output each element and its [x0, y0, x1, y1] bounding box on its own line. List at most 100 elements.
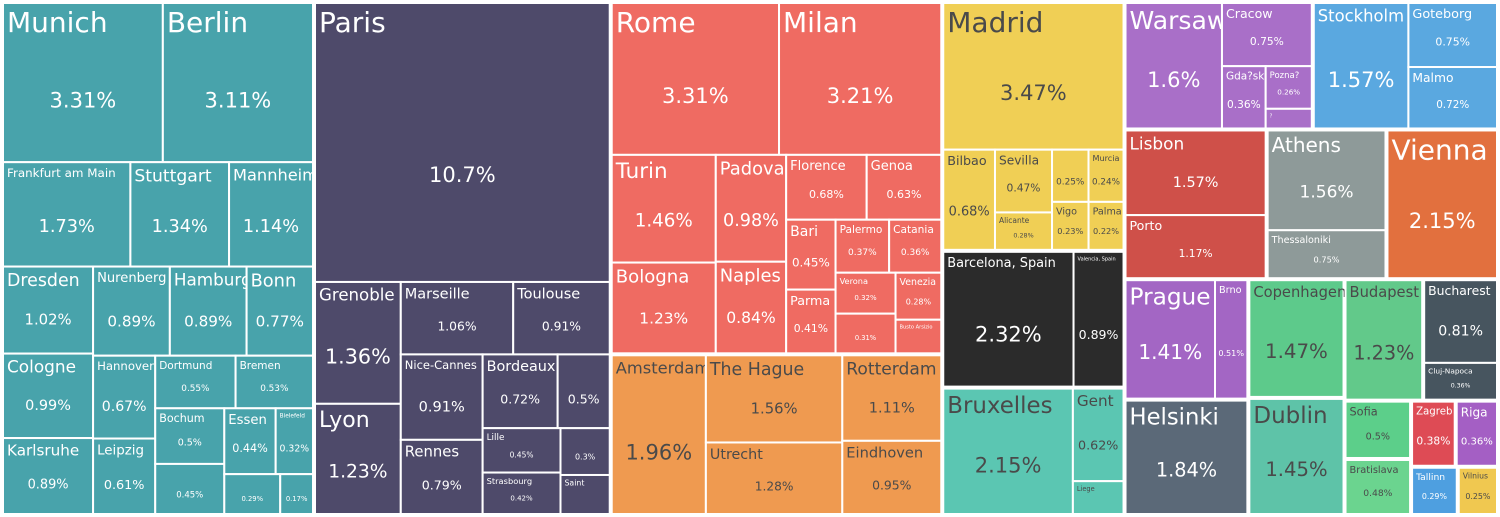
tile-value: 0.3%	[575, 453, 596, 462]
tile	[1220, 65, 1267, 130]
tile-label: Saint	[564, 479, 584, 488]
tile-label: Warsaw	[1130, 6, 1228, 35]
tile-value: 0.67%	[102, 399, 147, 415]
tile-value: 0.53%	[260, 384, 288, 394]
tile-value: 0.45%	[510, 451, 534, 460]
tile-value: 0.84%	[726, 309, 776, 327]
tile	[834, 312, 897, 355]
country-group: Helsinki 1.84%	[1124, 399, 1249, 516]
tile	[223, 473, 282, 515]
tile-value: 0.22%	[1093, 226, 1119, 236]
tile	[314, 280, 402, 405]
tile-label: Malmo	[1412, 71, 1453, 85]
tile-value: 0.5%	[568, 392, 600, 407]
tile-label: Barcelona, Spain	[947, 256, 1056, 271]
country-group: Sofia 0.5%	[1344, 400, 1412, 459]
country-group: Rome 3.31% Milan 3.21% Turin 1.46% Bologna 1.23…	[610, 2, 943, 355]
tile-label: Cluj-Napoca	[1428, 366, 1472, 375]
tile-label: Brno	[1219, 285, 1242, 296]
tile	[942, 387, 1074, 516]
tile	[223, 407, 277, 476]
tile	[865, 153, 943, 221]
tile	[2, 437, 95, 515]
tile	[1344, 279, 1424, 401]
tile-label: Helsinki	[1130, 405, 1219, 431]
tile-value: 0.99%	[25, 398, 71, 414]
tile-value: 0.72%	[500, 392, 540, 407]
tile	[1266, 229, 1387, 280]
tile	[1407, 2, 1498, 69]
tile	[154, 407, 226, 465]
tile	[2, 2, 164, 164]
tile-value: 3.31%	[50, 89, 117, 113]
tile-value: 1.41%	[1138, 340, 1202, 364]
tile-value: 0.32%	[854, 294, 877, 302]
tile-label: Naples	[720, 265, 781, 286]
country-group: Munich 3.31% Berlin 3.11% Frankfurt am Main 1…	[2, 2, 318, 516]
tile-label: Nice-Cannes	[405, 358, 477, 372]
tile-label: Riga	[1461, 405, 1488, 419]
tile	[168, 265, 248, 357]
tile-label: Gda?sk	[1226, 70, 1265, 82]
tile-label: Goteborg	[1412, 7, 1472, 22]
tile-label: Parma	[790, 293, 830, 308]
country-group: Madrid 3.47% Bilbao 0.68% Sevilla 0.47% Alican…	[942, 2, 1125, 251]
tile-label: Murcia	[1093, 153, 1120, 163]
tile-value: 1.11%	[869, 400, 915, 416]
tile-value: 0.36%	[1451, 383, 1471, 390]
tile-value: 1.23%	[1353, 342, 1414, 365]
tile	[610, 354, 707, 515]
tile-label: Mannheim	[233, 165, 318, 184]
tile-label: Sofia	[1350, 405, 1378, 418]
tile-label: Palma	[1093, 207, 1122, 218]
tile-label: Bucharest	[1428, 283, 1491, 298]
tile-value: 3.47%	[1000, 81, 1067, 105]
tile-value: 1.57%	[1328, 68, 1395, 92]
country-group: Stockholm 1.57% Goteborg 0.75% Malmo 0.72%	[1312, 2, 1498, 130]
tile-value: 0.25%	[1465, 492, 1491, 501]
tile-value: 2.15%	[1409, 209, 1476, 233]
country-group: Amsterdam 1.96% The Hague 1.56% Utrecht 1.28%…	[610, 354, 943, 515]
tile	[1457, 466, 1499, 515]
tile-label: Paris	[319, 6, 386, 39]
tile-value: 0.17%	[286, 495, 308, 503]
tile-value: 0.29%	[1422, 492, 1448, 501]
tile	[161, 2, 315, 164]
tile-label: Dresden	[7, 271, 80, 291]
country-group: Lisbon 1.57% Porto 1.17%	[1124, 129, 1267, 280]
tile	[778, 2, 943, 156]
tile-label: Amsterdam	[616, 359, 710, 378]
tile	[714, 153, 788, 263]
tile	[1264, 107, 1313, 130]
tile	[559, 473, 611, 515]
tile	[785, 288, 837, 355]
tile-label: Madrid	[947, 6, 1043, 39]
tile-label: Budapest	[1350, 284, 1420, 301]
tile	[714, 260, 788, 355]
tile-value: 0.45%	[792, 256, 830, 270]
tile	[92, 437, 157, 515]
tile	[894, 318, 943, 355]
tile	[1124, 2, 1223, 130]
tile	[942, 148, 996, 251]
tile-value: 0.95%	[872, 478, 912, 493]
tile-label: Turin	[615, 159, 668, 184]
tile-value: 0.61%	[104, 478, 145, 493]
tile-value: 0.25%	[1056, 178, 1084, 188]
tile	[1213, 279, 1249, 400]
tile-label: Frankfurt am Main	[7, 166, 116, 180]
tile-label: Bochum	[159, 412, 204, 425]
tile-label: Liege	[1077, 485, 1095, 493]
tile	[154, 354, 237, 410]
tile-label: Gent	[1077, 392, 1114, 410]
tile-value: 1.56%	[751, 400, 798, 417]
tile-value: 1.28%	[755, 479, 794, 493]
tile	[834, 218, 891, 274]
tile-label: Grenoble	[319, 285, 395, 304]
tile	[279, 473, 315, 515]
tile-label: Rotterdam	[846, 360, 936, 380]
tile-value: 0.26%	[1277, 88, 1300, 97]
tile-label: Vigo	[1056, 207, 1077, 218]
tile-label: Bari	[790, 224, 818, 240]
